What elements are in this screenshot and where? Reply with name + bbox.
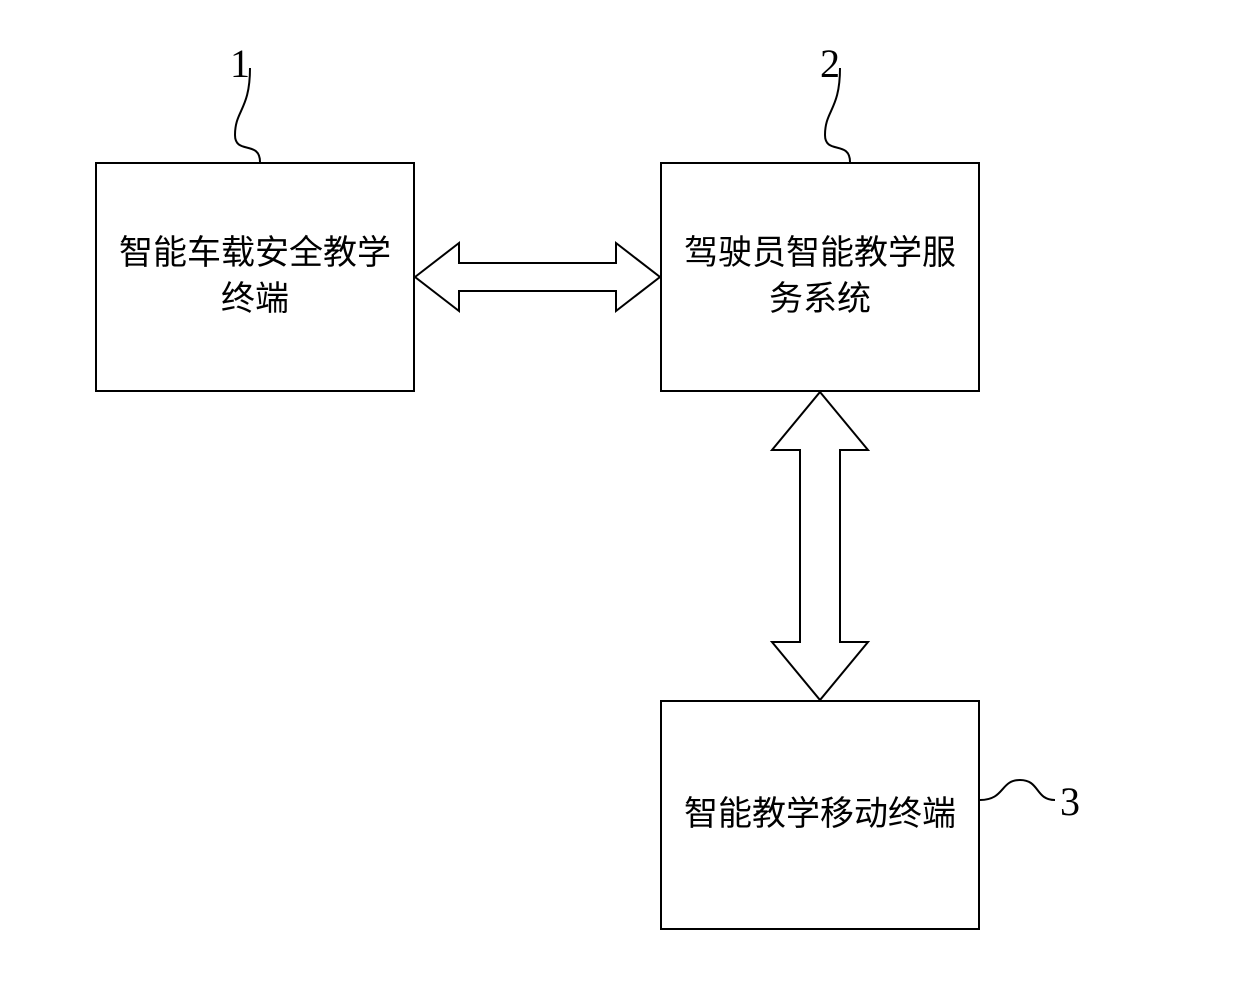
reference-number-2: 2 [820, 40, 840, 87]
connector-layer [0, 0, 1240, 996]
diagram-canvas: 智能车载安全教学终端 1 驾驶员智能教学服务系统 2 智能教学移动终端 3 [0, 0, 1240, 996]
lead-line [980, 780, 1055, 800]
node-label: 智能车载安全教学终端 [115, 231, 395, 323]
node-label: 驾驶员智能教学服务系统 [680, 231, 960, 323]
reference-number-3: 3 [1060, 778, 1080, 825]
node-vehicle-terminal: 智能车载安全教学终端 [95, 162, 415, 392]
double-arrow-horizontal [415, 243, 660, 311]
node-mobile-terminal: 智能教学移动终端 [660, 700, 980, 930]
double-arrow-vertical [772, 392, 868, 700]
node-service-system: 驾驶员智能教学服务系统 [660, 162, 980, 392]
node-label: 智能教学移动终端 [684, 792, 956, 838]
reference-number-1: 1 [230, 40, 250, 87]
